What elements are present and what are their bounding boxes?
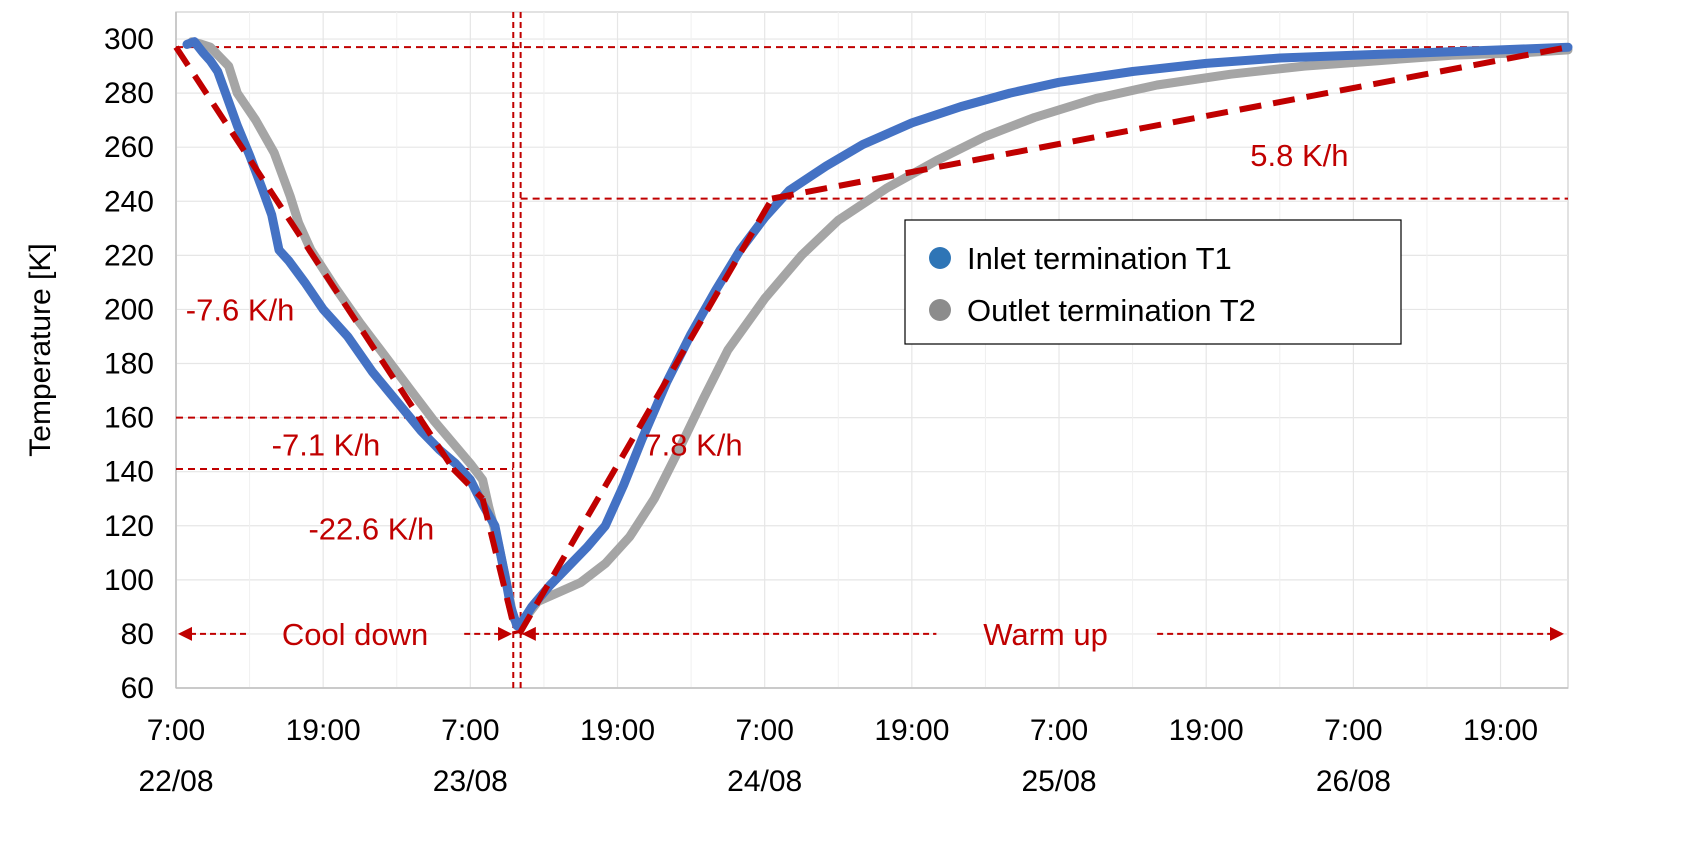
y-tick-label: 260 — [104, 131, 154, 164]
x-tick-time: 19:00 — [286, 714, 361, 747]
fit-segments — [173, 44, 1569, 636]
y-tick-label: 220 — [104, 239, 154, 272]
x-tick-time: 7:00 — [147, 714, 205, 747]
arrow-head — [498, 626, 513, 641]
x-tick-time: 19:00 — [1463, 714, 1538, 747]
rate-annotations: -7.6 K/h -7.1 K/h -22.6 K/h 7.8 K/h 5.8 K/h — [186, 138, 1349, 546]
cool-down-label: Cool down — [282, 617, 428, 652]
y-tick-label: 280 — [104, 77, 154, 110]
series-inlet-t1 — [182, 37, 1573, 631]
fit-segment — [479, 498, 519, 635]
arrow-head — [178, 626, 192, 641]
arrow-head — [1550, 626, 1564, 641]
x-tick-time: 19:00 — [1169, 714, 1244, 747]
fit-segment — [173, 45, 456, 471]
rate-label-cool-2: -7.1 K/h — [272, 427, 381, 462]
y-tick-labels: 60 80 100 120 140 160 180 200 220 240 260 280 300 — [104, 23, 154, 705]
fit-segment — [451, 466, 485, 501]
y-tick-label: 160 — [104, 402, 154, 435]
data-series — [182, 37, 1573, 631]
y-tick-label: 80 — [121, 618, 154, 651]
x-tick-date: 22/08 — [138, 765, 213, 798]
phase-annotations: Cool down Warm up — [178, 617, 1564, 652]
y-tick-label: 100 — [104, 564, 154, 597]
legend-marker — [929, 247, 951, 269]
y-tick-label: 200 — [104, 293, 154, 326]
y-axis-label: Temperature [K] — [24, 243, 57, 456]
legend-box — [904, 219, 1402, 345]
legend-entry: Inlet termination T1 — [967, 241, 1232, 276]
x-tick-time: 7:00 — [441, 714, 499, 747]
arrow-head — [521, 626, 536, 641]
fit-segment — [516, 197, 775, 636]
y-tick-label: 60 — [121, 672, 154, 705]
y-tick-label: 240 — [104, 185, 154, 218]
legend-marker — [929, 299, 951, 321]
y-tick-label: 180 — [104, 348, 154, 381]
x-tick-date: 25/08 — [1021, 765, 1096, 798]
legend-entry: Outlet termination T2 — [967, 293, 1256, 328]
y-tick-label: 300 — [104, 23, 154, 56]
x-tick-time: 7:00 — [735, 714, 793, 747]
y-tick-label: 140 — [104, 456, 154, 489]
x-tick-date: 26/08 — [1316, 765, 1391, 798]
x-tick-date: 23/08 — [433, 765, 508, 798]
warm-up-label: Warm up — [983, 617, 1108, 652]
x-tick-time: 7:00 — [1324, 714, 1382, 747]
y-tick-label: 120 — [104, 510, 154, 543]
x-tick-time: 19:00 — [874, 714, 949, 747]
x-tick-time: 19:00 — [580, 714, 655, 747]
x-tick-date: 24/08 — [727, 765, 802, 798]
legend: Inlet termination T1 Outlet termination T… — [904, 219, 1402, 345]
rate-label-warm-1: 7.8 K/h — [644, 427, 742, 462]
rate-label-cool-1: -7.6 K/h — [186, 292, 295, 327]
rate-label-cool-3: -22.6 K/h — [308, 511, 434, 546]
x-tick-labels: 7:00 22/08 19:00 7:00 23/08 19:00 7:00 24/08 19:… — [138, 714, 1538, 798]
rate-label-warm-2: 5.8 K/h — [1250, 138, 1348, 173]
x-tick-time: 7:00 — [1030, 714, 1088, 747]
